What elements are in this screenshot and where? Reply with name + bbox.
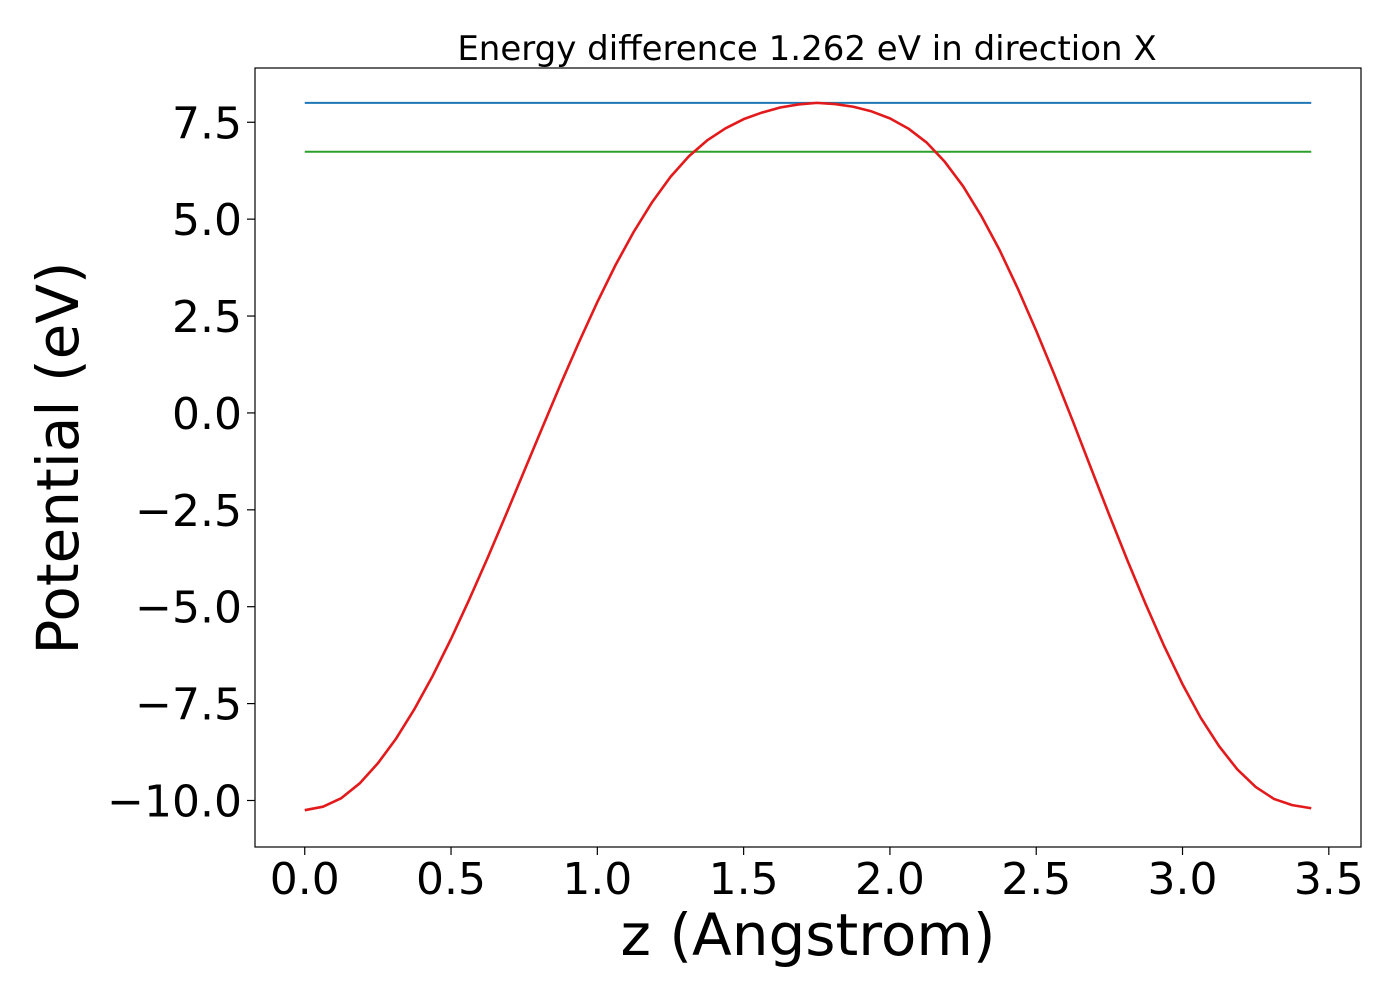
y-tick-label: −10.0 xyxy=(107,776,242,827)
x-tick-label: 2.0 xyxy=(855,854,925,905)
y-tick-label: −7.5 xyxy=(135,680,242,731)
x-tick-label: 2.5 xyxy=(1001,854,1071,905)
x-tick-label: 1.0 xyxy=(562,854,632,905)
series-group xyxy=(304,101,1312,812)
x-tick-label: 0.5 xyxy=(416,854,486,905)
y-tick-label: −5.0 xyxy=(135,583,242,634)
chart-title: Energy difference 1.262 eV in direction … xyxy=(457,29,1156,69)
y-tick-label: 7.5 xyxy=(172,98,242,149)
y-tick-label: 2.5 xyxy=(172,292,242,343)
plot-frame xyxy=(254,67,1362,848)
x-axis-label: z (Angstrom) xyxy=(621,901,996,969)
y-tick-label: 0.0 xyxy=(172,389,242,440)
y-tick-label: −2.5 xyxy=(135,486,242,537)
x-axis: 0.0 0.5 1.0 1.5 2.0 2.5 3.0 3.5 xyxy=(270,847,1364,905)
y-axis: −10.0 −7.5 −5.0 −2.5 0.0 2.5 5.0 7.5 xyxy=(107,98,255,827)
y-tick-label: 5.0 xyxy=(172,195,242,246)
x-tick-label: 1.5 xyxy=(709,854,779,905)
y-axis-label: Potential (eV) xyxy=(24,261,92,654)
x-tick-label: 3.5 xyxy=(1294,854,1364,905)
x-tick-label: 0.0 xyxy=(270,854,340,905)
series-line-potential xyxy=(304,101,1312,812)
x-tick-label: 3.0 xyxy=(1148,854,1218,905)
